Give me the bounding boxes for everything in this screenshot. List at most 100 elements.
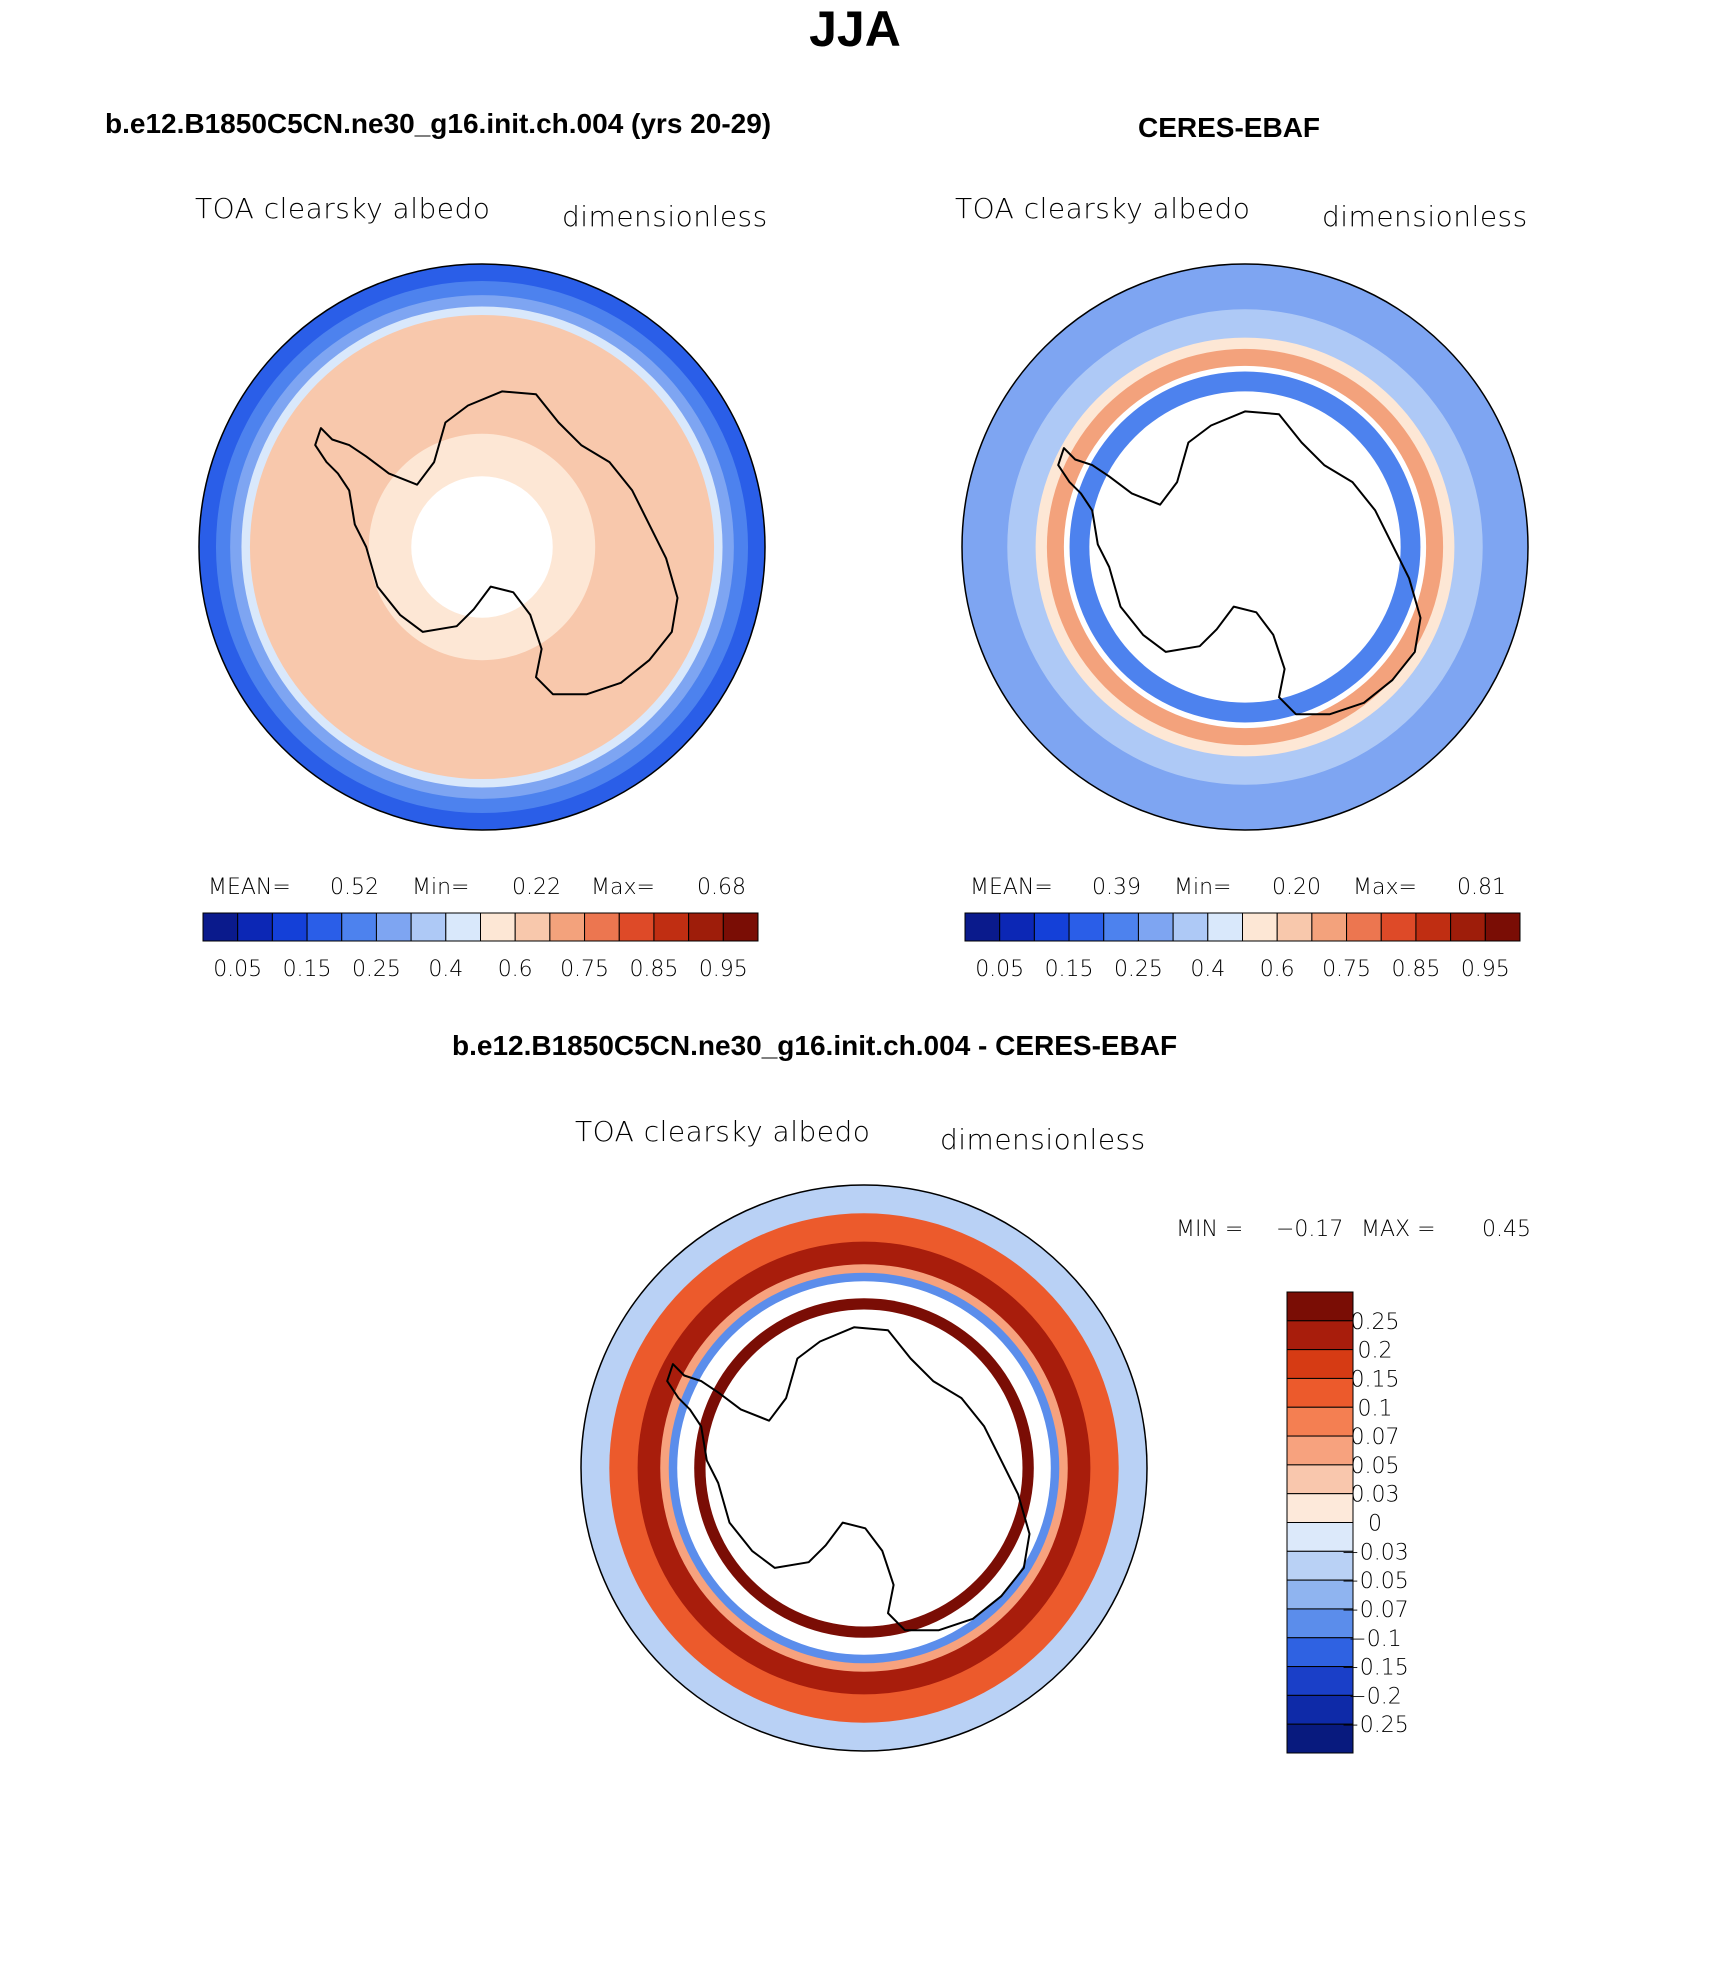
figure-title: JJA (809, 1, 901, 57)
stats-max-value-obs: 0.81 (1457, 875, 1506, 900)
colorbar-box-4 (1286, 1406, 1354, 1437)
stats-min-value-diff: −0.17 (1276, 1217, 1344, 1242)
colorbar-box-2 (1286, 1349, 1354, 1379)
colorbar-box-0 (964, 912, 1001, 942)
stats-mean-label-model: MEAN= (208, 875, 291, 900)
colorbar-box-12 (618, 912, 655, 942)
colorbar-box-12 (1380, 912, 1417, 942)
field-band-6 (1089, 391, 1401, 703)
field-band-6 (411, 476, 553, 618)
units-label-model: dimensionless (562, 200, 768, 233)
stats-mean-value-model: 0.52 (330, 875, 379, 900)
colorbar-box-0 (1286, 1291, 1354, 1322)
stats-min-label-diff: MIN = (1176, 1217, 1244, 1242)
map-field (581, 1185, 1147, 1751)
stats-min-label-obs: Min= (1174, 875, 1232, 900)
variable-label-diff: TOA clearsky albedo (575, 1115, 871, 1148)
stats-mean-label-obs: MEAN= (970, 875, 1053, 900)
colorbar-box-9 (1276, 912, 1313, 942)
colorbar-label-13: −0.2 (1348, 1684, 1401, 1709)
colorbar-label-10: −0.07 (1341, 1598, 1408, 1623)
colorbar-label-7: 0 (1368, 1512, 1382, 1537)
colorbar-label-3: 0.1 (1358, 1396, 1393, 1421)
panel-title-model: b.e12.B1850C5CN.ne30_g16.init.ch.004 (yr… (105, 108, 772, 139)
colorbar-label-0: 0.05 (213, 957, 262, 982)
colorbar-box-15 (722, 912, 759, 942)
colorbar-label-4: 0.6 (498, 957, 533, 982)
colorbar-box-2 (271, 912, 308, 942)
stats-max-value-model: 0.68 (697, 875, 746, 900)
colorbar-box-14 (1286, 1694, 1354, 1725)
colorbar-box-13 (653, 912, 690, 942)
stats-max-label-diff: MAX = (1361, 1217, 1436, 1242)
colorbar-box-10 (1311, 912, 1348, 942)
map-field (199, 264, 765, 830)
colorbar-label-7: 0.95 (1461, 957, 1510, 982)
colorbar-label-9: −0.05 (1341, 1569, 1408, 1594)
colorbar-box-5 (1286, 1435, 1354, 1466)
colorbar-label-5: 0.05 (1351, 1454, 1400, 1479)
stats-max-label-model: Max= (591, 875, 655, 900)
colorbar-label-5: 0.75 (560, 957, 609, 982)
colorbar-label-12: −0.15 (1341, 1656, 1408, 1681)
panel-title-diff: b.e12.B1850C5CN.ne30_g16.init.ch.004 - C… (452, 1030, 1178, 1061)
colorbar-label-2: 0.25 (1114, 957, 1163, 982)
stats-max-label-obs: Max= (1353, 875, 1417, 900)
colorbar-box-13 (1415, 912, 1452, 942)
colorbar-box-11 (1286, 1608, 1354, 1639)
coastline-antarctica (1057, 410, 1422, 716)
map-border (961, 263, 1529, 831)
colorbar-label-6: 0.03 (1351, 1483, 1400, 1508)
colorbar-box-3 (1068, 912, 1105, 942)
coastline-antarctica (314, 390, 679, 696)
units-label-diff: dimensionless (940, 1123, 1146, 1156)
colorbar-label-3: 0.4 (428, 957, 463, 982)
colorbar-box-1 (1286, 1320, 1354, 1351)
colorbar-box-10 (549, 912, 586, 942)
colorbar-box-8 (1286, 1522, 1354, 1552)
map-border (198, 263, 766, 831)
colorbar-box-7 (1286, 1493, 1354, 1523)
colorbar-box-12 (1286, 1637, 1354, 1668)
colorbar-box-9 (1286, 1550, 1354, 1581)
units-label-obs: dimensionless (1322, 200, 1528, 233)
colorbar-box-7 (1207, 912, 1243, 942)
colorbar-label-2: 0.15 (1351, 1367, 1400, 1392)
colorbar-label-1: 0.15 (283, 957, 332, 982)
colorbar-box-8 (1242, 912, 1278, 942)
colorbar-box-4 (1103, 912, 1139, 942)
colorbar-box-7 (445, 912, 481, 942)
variable-label-obs: TOA clearsky albedo (955, 192, 1251, 225)
colorbar-label-1: 0.15 (1045, 957, 1094, 982)
colorbar-box-6 (1286, 1464, 1354, 1495)
variable-label-model: TOA clearsky albedo (195, 192, 491, 225)
stats-min-value-obs: 0.20 (1272, 875, 1321, 900)
stats-max-value-diff: 0.45 (1482, 1217, 1531, 1242)
colorbar-label-6: 0.85 (1391, 957, 1440, 982)
map-field (962, 264, 1528, 830)
colorbar-box-3 (1286, 1377, 1354, 1408)
colorbar-label-3: 0.4 (1190, 957, 1225, 982)
stats-min-label-model: Min= (412, 875, 470, 900)
colorbar-label-8: −0.03 (1341, 1540, 1408, 1565)
stats-mean-value-obs: 0.39 (1092, 875, 1141, 900)
panel-title-obs: CERES-EBAF (1138, 112, 1321, 143)
colorbar-box-3 (306, 912, 343, 942)
colorbar-label-1: 0.2 (1358, 1339, 1393, 1364)
colorbar-box-0 (202, 912, 239, 942)
colorbar-box-9 (514, 912, 551, 942)
coastline-antarctica (666, 1326, 1031, 1632)
colorbar-box-2 (1033, 912, 1070, 942)
colorbar-label-2: 0.25 (352, 957, 401, 982)
field-band-7 (705, 1309, 1023, 1627)
colorbar-label-5: 0.75 (1322, 957, 1371, 982)
colorbar-label-0: 0.25 (1351, 1310, 1400, 1335)
stats-min-value-model: 0.22 (512, 875, 561, 900)
colorbar-label-7: 0.95 (699, 957, 748, 982)
colorbar-box-13 (1286, 1666, 1354, 1696)
colorbar-box-14 (688, 912, 724, 942)
colorbar-label-14: −0.25 (1341, 1713, 1408, 1738)
